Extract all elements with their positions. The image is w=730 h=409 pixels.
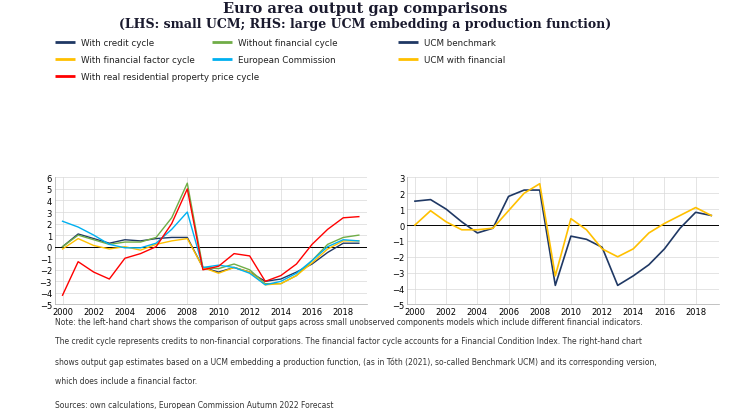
Text: With credit cycle: With credit cycle: [81, 38, 154, 47]
Text: With real residential property price cycle: With real residential property price cyc…: [81, 73, 259, 82]
Text: which does include a financial factor.: which does include a financial factor.: [55, 376, 197, 385]
Text: (LHS: small UCM; RHS: large UCM embedding a production function): (LHS: small UCM; RHS: large UCM embeddin…: [119, 18, 611, 31]
Text: UCM benchmark: UCM benchmark: [424, 38, 496, 47]
Text: UCM with financial: UCM with financial: [424, 56, 505, 65]
Text: Without financial cycle: Without financial cycle: [238, 38, 337, 47]
Text: The credit cycle represents credits to non-financial corporations. The financial: The credit cycle represents credits to n…: [55, 337, 642, 346]
Text: Euro area output gap comparisons: Euro area output gap comparisons: [223, 2, 507, 16]
Text: European Commission: European Commission: [238, 56, 336, 65]
Text: shows output gap estimates based on a UCM embedding a production function, (as i: shows output gap estimates based on a UC…: [55, 356, 656, 366]
Text: Note: the left-hand chart shows the comparison of output gaps across small unobs: Note: the left-hand chart shows the comp…: [55, 317, 642, 326]
Text: Sources: own calculations, European Commission Autumn 2022 Forecast: Sources: own calculations, European Comm…: [55, 400, 334, 409]
Text: With financial factor cycle: With financial factor cycle: [81, 56, 195, 65]
